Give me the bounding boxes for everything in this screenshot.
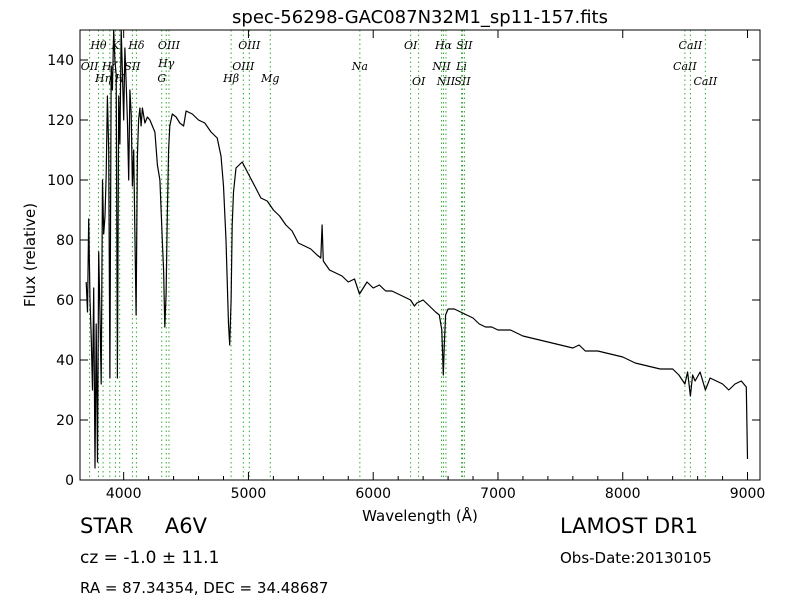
spectral-line-label: CaII: [679, 39, 703, 52]
spectral-line-label: OIII: [158, 39, 181, 52]
y-tick-label: 40: [56, 353, 74, 369]
spectral-line-label: NII: [431, 60, 451, 73]
observation-date: Obs-Date:20130105: [560, 549, 712, 567]
spectral-line-label: Hθ: [89, 39, 107, 52]
spectral-line-label: OIII: [232, 60, 255, 73]
y-axis-label: Flux (relative): [21, 203, 39, 307]
x-tick-label: 6000: [355, 486, 391, 502]
x-axis-label: Wavelength (Å): [362, 506, 478, 525]
object-classification: STAR A6V: [80, 514, 207, 538]
x-tick-label: 8000: [605, 486, 641, 502]
object-class: STAR: [80, 514, 134, 538]
spectral-line-label: G: [157, 72, 166, 85]
spectral-line-label: SII: [456, 39, 473, 52]
y-tick-label: 120: [47, 113, 74, 129]
y-tick-label: 0: [65, 473, 74, 489]
x-tick-label: 9000: [730, 486, 766, 502]
spectral-line-label: K: [110, 39, 120, 52]
spectral-line-label: H: [114, 72, 125, 85]
spectral-line-label: CaII: [694, 75, 718, 88]
spectral-line-label: OI: [412, 75, 426, 88]
y-tick-label: 80: [56, 233, 74, 249]
y-tick-label: 140: [47, 53, 74, 69]
spectral-line-label: NII: [436, 75, 456, 88]
plot-frame: [79, 29, 761, 481]
spectral-line-label: SII: [124, 60, 141, 73]
chart-title: spec-56298-GAC087N32M1_sp11-157.fits: [232, 7, 608, 28]
spectral-lines-layer: OIIHθHηHζKHSIIHδGHγOIIIHβOIIIOIIIMgNaOIO…: [81, 30, 718, 480]
spectral-line-label: Mg: [260, 72, 279, 85]
spectral-line-label: Li: [455, 60, 467, 73]
spectral-line-label: OIII: [238, 39, 261, 52]
object-subclass: A6V: [164, 514, 207, 538]
x-tick-label: 5000: [231, 486, 267, 502]
spectral-line-label: OI: [404, 39, 418, 52]
spectral-line-label: Hζ: [101, 60, 119, 73]
series-layer: [85, 29, 749, 469]
spectrum-series-line: [85, 29, 749, 469]
spectral-line-label: CaII: [673, 60, 697, 73]
spectral-line-label: Hβ: [222, 72, 239, 85]
y-tick-label: 20: [56, 413, 74, 429]
spectral-line-label: Na: [351, 60, 368, 73]
spectral-line-label: SII: [454, 75, 471, 88]
spectral-line-label: Hη: [94, 72, 112, 85]
spectral-line-label: OII: [81, 60, 99, 73]
y-tick-label: 100: [47, 173, 74, 189]
y-tick-label: 60: [56, 293, 74, 309]
spectral-line-label: Hα: [434, 39, 453, 52]
survey-name: LAMOST DR1: [560, 514, 699, 538]
redshift-cz: cz = -1.0 ± 11.1: [80, 548, 220, 568]
spectral-line-label: Hδ: [127, 39, 145, 52]
axis-ticks-layer: 4000 5000 6000 7000 8000 9000 0 20 40 60 80 100 120 1…: [47, 30, 765, 502]
ra-dec-coordinates: RA = 87.34354, DEC = 34.48687: [80, 579, 329, 597]
x-tick-label: 4000: [106, 486, 142, 502]
spectral-line-label: Hγ: [157, 57, 175, 70]
x-tick-label: 7000: [480, 486, 516, 502]
